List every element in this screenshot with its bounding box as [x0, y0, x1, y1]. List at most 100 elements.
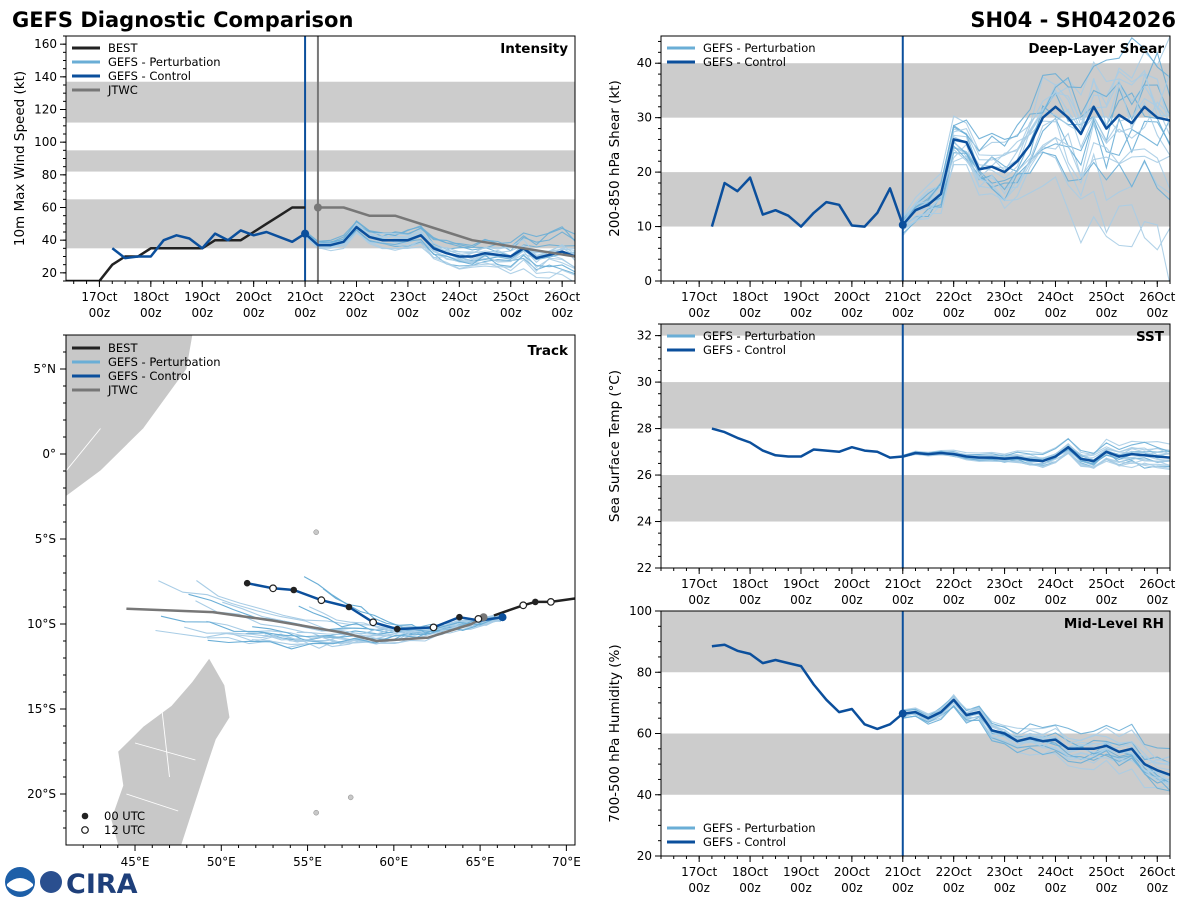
rh-y-axis-label: 700-500 hPa Humidity (%)	[607, 644, 623, 822]
rh-legend-label-perturbation: GEFS - Perturbation	[703, 821, 816, 835]
shear-y-tick-label: 20	[637, 165, 652, 179]
sst-x-tick-label-hour: 00z	[1096, 593, 1118, 607]
track-legend-label-best: BEST	[108, 341, 138, 355]
track-12utc-point	[369, 618, 378, 627]
shear-x-tick-label-hour: 00z	[1146, 306, 1168, 320]
rh-x-tick-label-day: 22Oct	[936, 865, 972, 879]
rh-x-tick-label-hour: 00z	[1146, 881, 1168, 895]
sst-x-tick-label-day: 24Oct	[1037, 577, 1073, 591]
rh-control-line	[711, 643, 1170, 776]
shear-x-tick-label-hour: 00z	[1096, 306, 1118, 320]
shear-x-tick-label-hour: 00z	[892, 306, 914, 320]
intensity-x-tick-label-hour: 00z	[397, 306, 419, 320]
shear-perturbation-member	[902, 136, 1170, 227]
track-panel: 5°N 0° 5°S 10°S 15°S 20°S 45°E 50°E 55°E 60°E 65°E…	[27, 334, 581, 869]
intensity-legend-label-jtwc: JTWC	[107, 83, 138, 97]
sst-x-tick-label-day: 22Oct	[936, 577, 972, 591]
shear-panel-title: Deep-Layer Shear	[1028, 41, 1164, 57]
shear-x-tick-label-day: 20Oct	[834, 290, 870, 304]
shear-x-tick-label-hour: 00z	[1045, 306, 1067, 320]
shear-perturbation-member	[902, 61, 1170, 217]
track-12utc-point	[429, 623, 438, 632]
intensity-x-tick-label-hour: 00z	[89, 306, 111, 320]
legend-12utc-label: 12 UTC	[104, 823, 145, 837]
intensity-y-tick-label: 60	[42, 201, 57, 215]
track-12utc-point	[317, 596, 326, 605]
intensity-x-tick-label-hour: 00z	[294, 306, 316, 320]
shear-x-tick-label-hour: 00z	[841, 306, 863, 320]
rh-y-tick-label: 100	[629, 604, 652, 618]
track-y-tick-label: 20°S	[27, 787, 56, 801]
track-12utc-point	[474, 615, 483, 623]
shear-x-tick-label-hour: 00z	[739, 306, 761, 320]
shear-x-tick-label-day: 23Oct	[987, 290, 1023, 304]
sst-band-1	[661, 382, 1170, 429]
intensity-x-tick-label-day: 25Oct	[493, 290, 529, 304]
track-control-start-marker	[498, 613, 507, 622]
rh-x-tick-label-hour: 00z	[994, 881, 1016, 895]
shear-x-tick-label-day: 19Oct	[783, 290, 819, 304]
track-x-tick-label: 70°E	[552, 855, 581, 869]
sst-y-tick-label: 32	[637, 329, 652, 343]
sst-band-2	[661, 324, 1170, 336]
track-y-tick-label: 15°S	[27, 702, 56, 716]
track-y-tick-label: 5°S	[35, 532, 56, 546]
country-border	[126, 793, 179, 812]
rh-x-tick-label-hour: 00z	[1045, 881, 1067, 895]
intensity-x-tick-label-hour: 00z	[140, 306, 162, 320]
sst-x-tick-label-hour: 00z	[994, 593, 1016, 607]
intensity-perturbation-member	[304, 232, 575, 279]
shear-x-tick-label-day: 22Oct	[936, 290, 972, 304]
intensity-y-tick-label: 40	[42, 233, 57, 247]
sst-x-tick-label-hour: 00z	[688, 593, 710, 607]
rh-x-tick-label-hour: 00z	[943, 881, 965, 895]
intensity-perturbation-member	[304, 229, 575, 275]
rh-legend-label-control: GEFS - Control	[703, 835, 786, 849]
track-legend-label-jtwc: JTWC	[107, 383, 138, 397]
intensity-legend-label-control: GEFS - Control	[108, 69, 191, 83]
shear-y-tick-label: 30	[637, 111, 652, 125]
shear-legend-label-control: GEFS - Control	[703, 55, 786, 69]
country-border	[134, 742, 196, 761]
intensity-x-tick-label-day: 21Oct	[287, 290, 323, 304]
rh-panel-title: Mid-Level RH	[1064, 616, 1164, 632]
track-y-tick-label: 10°S	[27, 617, 56, 631]
country-border	[66, 513, 84, 531]
sst-x-tick-label-day: 18Oct	[732, 577, 768, 591]
rh-x-tick-label-day: 17Oct	[681, 865, 717, 879]
shear-perturbation-member	[902, 164, 1170, 281]
rh-y-tick-label: 20	[637, 849, 652, 863]
track-x-tick-label: 60°E	[379, 855, 408, 869]
shear-x-tick-label-day: 26Oct	[1139, 290, 1175, 304]
legend-00utc-label: 00 UTC	[104, 809, 145, 823]
track-00utc-point	[532, 598, 539, 606]
track-x-tick-label: 50°E	[207, 855, 236, 869]
intensity-band-1	[66, 150, 575, 172]
rh-x-tick-label-day: 25Oct	[1088, 865, 1124, 879]
shear-band-1	[661, 63, 1170, 118]
sst-frame	[660, 323, 1171, 569]
intensity-panel-title: Intensity	[500, 41, 568, 57]
sst-y-tick-label: 22	[637, 561, 652, 575]
intensity-y-tick-label: 20	[42, 266, 57, 280]
island	[313, 809, 319, 816]
rh-x-tick-label-day: 21Oct	[885, 865, 921, 879]
intensity-y-axis-label: 10m Max Wind Speed (kt)	[12, 71, 28, 246]
shear-x-tick-label-hour: 00z	[790, 306, 812, 320]
legend-12utc-marker	[81, 826, 89, 834]
track-perturbation-member	[251, 616, 501, 649]
sst-x-tick-label-day: 17Oct	[681, 577, 717, 591]
shear-y-axis-label: 200-850 hPa Shear (kt)	[607, 80, 623, 237]
sst-y-axis-label: Sea Surface Temp (°C)	[607, 370, 623, 522]
intensity-x-tick-label-hour: 00z	[191, 306, 213, 320]
intensity-x-tick-label-hour: 00z	[243, 306, 265, 320]
sst-x-tick-label-day: 21Oct	[885, 577, 921, 591]
rh-x-tick-label-day: 18Oct	[732, 865, 768, 879]
rh-x-tick-label-day: 19Oct	[783, 865, 819, 879]
shear-x-tick-label-day: 24Oct	[1037, 290, 1073, 304]
rh-x-tick-label-day: 23Oct	[987, 865, 1023, 879]
intensity-x-tick-label-hour: 00z	[551, 306, 573, 320]
intensity-x-tick-label-day: 24Oct	[441, 290, 477, 304]
island	[313, 529, 319, 535]
